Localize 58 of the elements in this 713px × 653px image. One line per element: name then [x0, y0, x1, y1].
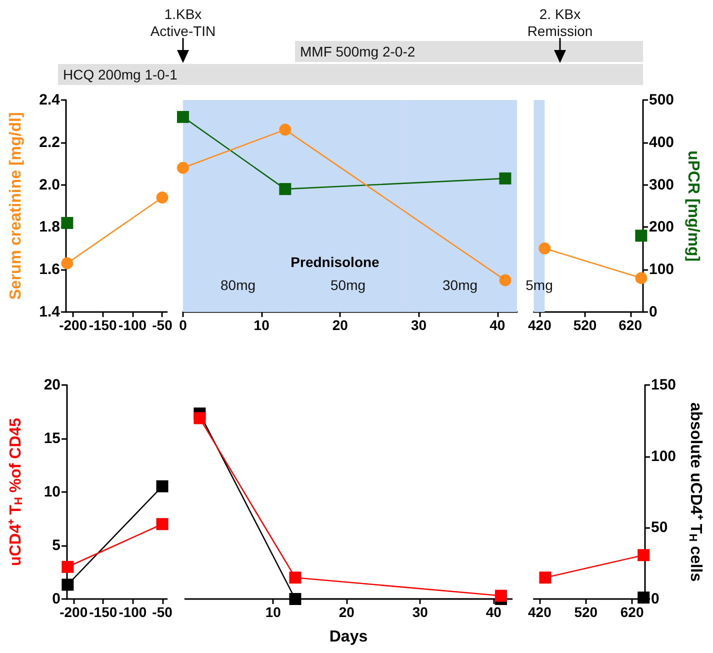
- x-tick-label: -100: [118, 317, 147, 333]
- x-tick-label: -50: [152, 604, 173, 620]
- band-label: 30mg: [442, 277, 478, 293]
- y-axis-title: uCD4⁺ TH %of CD45: [8, 418, 25, 566]
- y-tick-label: 20: [44, 376, 60, 394]
- y2-tick-label: 300: [649, 176, 674, 194]
- y2-tick-label: 150: [651, 376, 676, 394]
- annotation: Prednisolone: [290, 254, 380, 270]
- text: HCQ 200mg 1-0-1: [63, 66, 178, 82]
- x-tick-label: 30: [412, 604, 428, 620]
- x-tick-label: 10: [265, 604, 282, 620]
- y-tick-label: 1.8: [39, 218, 60, 236]
- y2-tick-label: 200: [649, 218, 674, 236]
- y2-axis-title: uPCR [mg/mg]: [684, 150, 702, 262]
- y-tick-label: 15: [44, 430, 60, 447]
- x-tick-label: -200: [59, 317, 88, 333]
- x-tick-label: 520: [574, 604, 598, 620]
- y2-tick-label: 500: [649, 92, 674, 108]
- x-tick-label: -100: [118, 604, 147, 620]
- x-tick-label: 420: [528, 604, 552, 620]
- band-label: 5mg: [526, 277, 553, 293]
- y-tick-label: 1.6: [39, 261, 60, 278]
- text: 2. KBx Remission: [527, 6, 593, 39]
- x-tick-label: 520: [573, 317, 597, 333]
- x-tick-label: -150: [89, 604, 118, 620]
- x-tick-label: -150: [88, 317, 118, 333]
- x-tick-label: 20: [332, 317, 348, 333]
- text: 1.KBx Active-TIN: [150, 6, 216, 39]
- y2-tick-label: 100: [651, 448, 676, 465]
- y2-tick-label: 50: [651, 519, 668, 536]
- x-tick-label: 420: [528, 317, 552, 333]
- x-tick-label: 30: [410, 317, 427, 333]
- y2-tick-label: 100: [649, 261, 674, 278]
- band-label: 50mg: [330, 277, 366, 293]
- x-tick-label: 620: [620, 604, 644, 620]
- y2-tick-label: 400: [649, 134, 674, 151]
- x-tick-label: -200: [60, 604, 88, 620]
- x-tick-label: 20: [338, 604, 355, 620]
- y-tick-label: 2.4: [39, 92, 61, 108]
- y-tick-label: 2.2: [39, 134, 60, 151]
- y2-tick-label: 0: [651, 590, 660, 608]
- x-tick-label: 10: [254, 317, 270, 333]
- x-axis-title: Days: [329, 628, 368, 646]
- x-tick-label: 0: [179, 317, 188, 333]
- y-tick-label: 5: [52, 537, 60, 554]
- y-tick-label: 1.4: [39, 304, 61, 320]
- y-tick-label: 0: [52, 590, 60, 608]
- x-tick-label: 40: [490, 317, 506, 333]
- x-tick-label: -50: [152, 317, 173, 333]
- text: MMF 500mg 2-0-2: [300, 44, 416, 60]
- x-tick-label: 40: [486, 604, 502, 620]
- y2-tick-label: 0: [649, 304, 658, 320]
- y-axis-title: Serum creatinine [mg/dl]: [8, 112, 24, 300]
- y-tick-label: 2.0: [39, 176, 60, 194]
- y2-axis-title: absolute uCD4⁺ TH cells: [686, 402, 704, 582]
- y-tick-label: 10: [44, 484, 60, 500]
- band-label: 80mg: [220, 277, 256, 293]
- x-tick-label: 620: [618, 317, 642, 333]
